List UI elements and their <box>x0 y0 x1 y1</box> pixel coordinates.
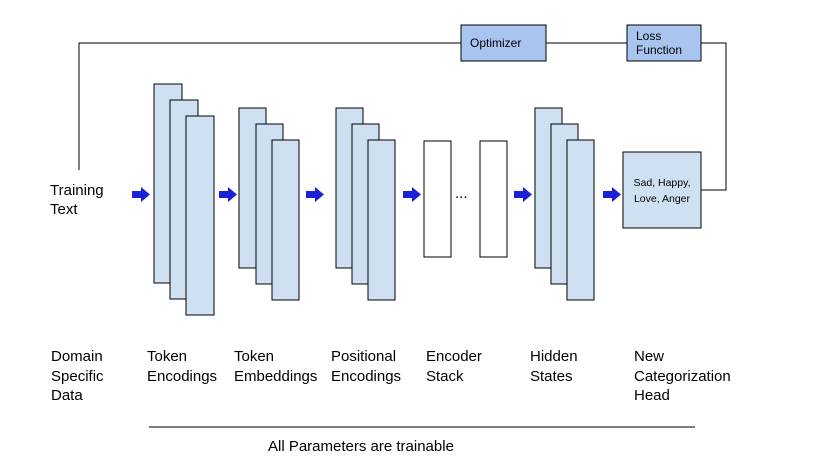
feedback-loop <box>78 42 727 191</box>
arrow-to-encoder-stack <box>403 187 421 202</box>
arrow-to-token-embeddings <box>219 187 237 202</box>
stage-label-domain-specific-data: Domain Specific Data <box>51 348 104 404</box>
encoder-block-first <box>423 140 452 258</box>
arrow-to-positional-encodings <box>306 187 324 202</box>
stage-label-encoder-stack: Encoder Stack <box>426 348 482 385</box>
stage-label-token-embeddings: Token Embeddings <box>234 348 318 385</box>
arrow-to-token-encodings <box>132 187 150 202</box>
categorization-head-box <box>622 151 702 229</box>
categorization-head-classes: Sad, Happy, Love, Anger <box>633 177 691 205</box>
encoder-ellipsis: ... <box>455 185 468 202</box>
loss-function-label: Loss Function <box>636 29 683 57</box>
flow-arrows <box>132 187 621 202</box>
encoder-stack <box>423 140 508 258</box>
optimizer-box <box>460 24 547 62</box>
trainable-parameters-caption: All Parameters are trainable <box>268 438 454 455</box>
hidden-states-stack <box>534 107 595 301</box>
stage-label-positional-encodings: Positional Encodings <box>331 348 402 385</box>
encoder-block-last <box>479 140 508 258</box>
token-encodings-stack <box>153 83 215 316</box>
stage-label-categorization-head: New Categorization Head <box>634 348 731 404</box>
arrow-to-hidden-states <box>514 187 532 202</box>
arrow-to-categorization-head <box>603 187 621 202</box>
optimizer-label: Optimizer <box>470 36 522 50</box>
positional-encodings-layer-3 <box>367 139 396 301</box>
loss-function-box <box>626 24 702 62</box>
token-embeddings-layer-3 <box>271 139 300 301</box>
optimizer-to-input-line <box>78 42 461 170</box>
token-encodings-layer-3 <box>185 115 215 316</box>
hidden-states-layer-3 <box>566 139 595 301</box>
positional-encodings-stack <box>335 107 396 301</box>
stage-label-hidden-states: Hidden States <box>530 348 578 385</box>
training-text-label: Training Text <box>50 182 104 218</box>
head-to-loss-line <box>701 42 727 191</box>
stage-label-token-encodings: Token Encodings <box>147 348 218 385</box>
token-embeddings-stack <box>238 107 300 301</box>
